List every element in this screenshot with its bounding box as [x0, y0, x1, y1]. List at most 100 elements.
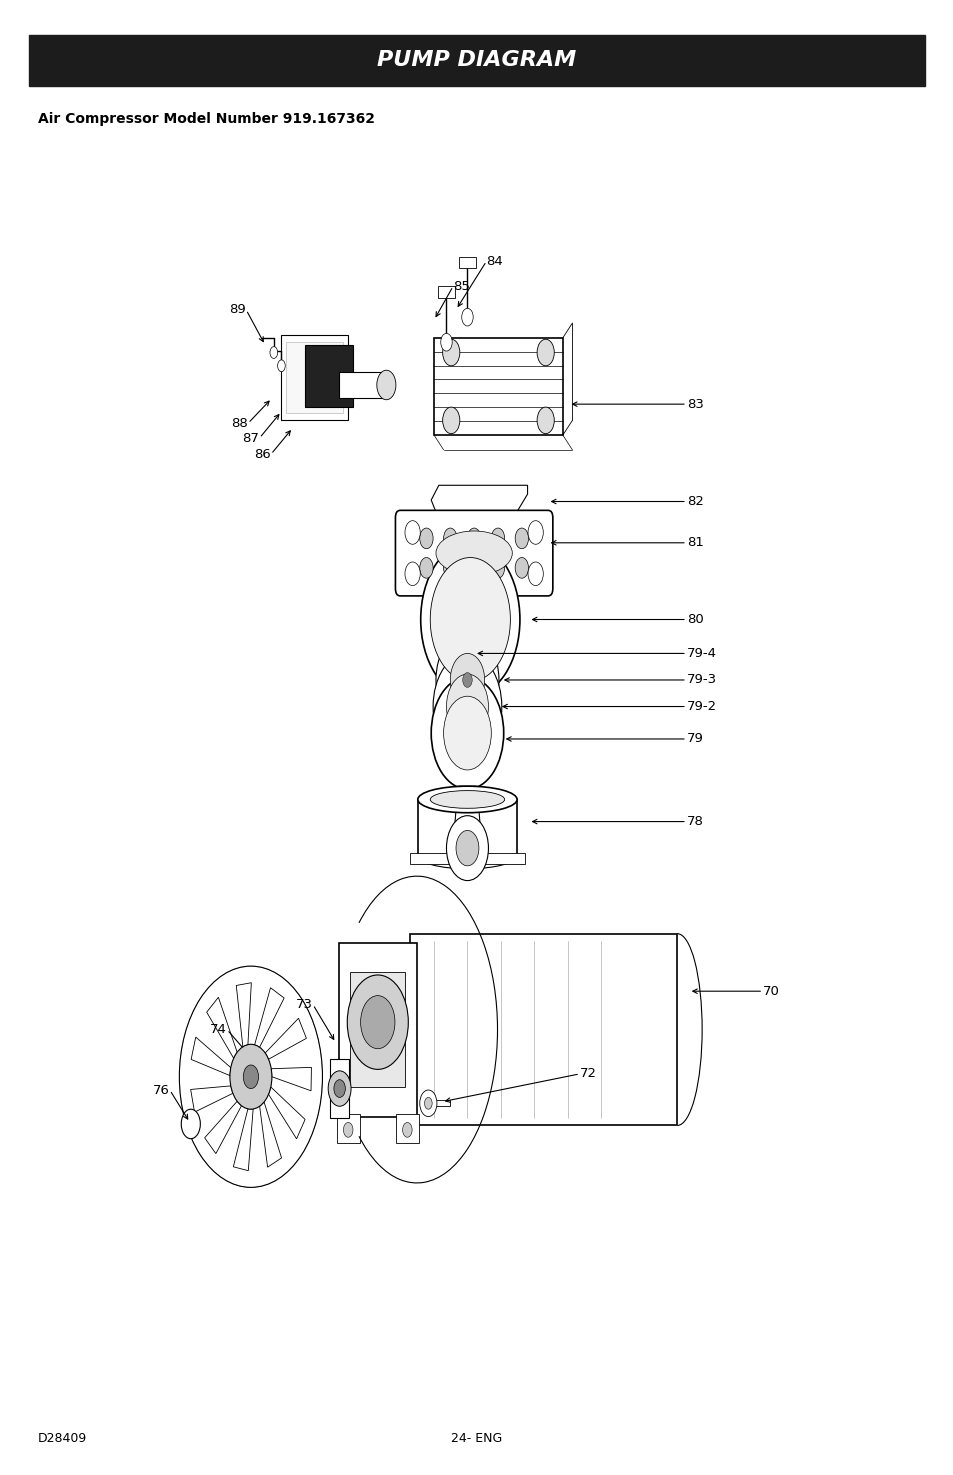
Circle shape [515, 528, 528, 549]
Text: 76: 76 [152, 1084, 170, 1096]
Bar [434, 338, 562, 435]
Bar [338, 943, 416, 1117]
Polygon shape [236, 982, 251, 1047]
FancyBboxPatch shape [395, 510, 553, 596]
Text: 80: 80 [686, 614, 703, 625]
Circle shape [243, 1065, 258, 1089]
Circle shape [270, 347, 277, 358]
Bar [437, 286, 455, 298]
Bar [286, 342, 343, 413]
Ellipse shape [436, 531, 512, 575]
Text: 86: 86 [253, 448, 271, 460]
Polygon shape [191, 1086, 233, 1112]
Circle shape [433, 653, 501, 760]
Circle shape [181, 1109, 200, 1139]
Circle shape [491, 558, 504, 578]
Text: 88: 88 [231, 417, 248, 429]
Polygon shape [233, 1109, 253, 1171]
Bar [431, 1100, 450, 1106]
Circle shape [528, 562, 542, 586]
Text: 24- ENG: 24- ENG [451, 1432, 502, 1446]
Circle shape [328, 1071, 351, 1106]
Text: 74: 74 [210, 1024, 227, 1035]
Text: 84: 84 [486, 255, 503, 267]
Polygon shape [265, 1018, 306, 1059]
Circle shape [343, 1122, 353, 1137]
Circle shape [446, 816, 488, 881]
Circle shape [443, 696, 491, 770]
Circle shape [179, 966, 322, 1187]
Polygon shape [269, 1087, 305, 1139]
Circle shape [446, 674, 488, 739]
Circle shape [440, 333, 452, 351]
Text: 83: 83 [686, 398, 703, 410]
Circle shape [419, 528, 433, 549]
Circle shape [537, 339, 554, 366]
Text: 82: 82 [686, 496, 703, 507]
Text: 79-3: 79-3 [686, 674, 717, 686]
Text: 89: 89 [229, 304, 246, 316]
Bar [281, 335, 348, 420]
Polygon shape [271, 1068, 311, 1092]
Polygon shape [450, 786, 484, 839]
Circle shape [456, 830, 478, 866]
Bar [305, 345, 353, 407]
Circle shape [376, 370, 395, 400]
Circle shape [430, 558, 510, 681]
Circle shape [515, 558, 528, 578]
Circle shape [334, 1080, 345, 1097]
Bar [336, 1114, 359, 1143]
Polygon shape [431, 485, 527, 519]
Text: 70: 70 [762, 985, 780, 997]
Circle shape [491, 528, 504, 549]
Bar [350, 972, 405, 1087]
Text: 81: 81 [686, 537, 703, 549]
Text: PUMP DIAGRAM: PUMP DIAGRAM [377, 50, 576, 71]
Text: 85: 85 [453, 280, 470, 292]
Text: 73: 73 [295, 999, 313, 1010]
Polygon shape [205, 1102, 241, 1153]
Text: 72: 72 [579, 1068, 597, 1080]
Bar [29, 35, 924, 86]
Circle shape [404, 521, 420, 544]
Ellipse shape [417, 786, 517, 813]
Text: Air Compressor Model Number 919.167362: Air Compressor Model Number 919.167362 [38, 112, 375, 125]
Bar [458, 257, 476, 268]
Circle shape [431, 677, 503, 789]
Polygon shape [259, 1102, 281, 1167]
Circle shape [419, 1090, 436, 1117]
Bar [338, 372, 386, 398]
Text: 78: 78 [686, 816, 703, 827]
Polygon shape [254, 988, 284, 1047]
Circle shape [419, 558, 433, 578]
Circle shape [467, 558, 480, 578]
Text: D28409: D28409 [38, 1432, 88, 1446]
Circle shape [404, 562, 420, 586]
Circle shape [424, 1097, 432, 1109]
Polygon shape [191, 1037, 231, 1075]
Circle shape [277, 360, 285, 372]
Circle shape [360, 996, 395, 1049]
Text: 79-2: 79-2 [686, 701, 717, 712]
Bar [410, 934, 677, 1125]
Ellipse shape [430, 791, 504, 808]
Circle shape [443, 528, 456, 549]
Circle shape [230, 1044, 272, 1109]
Text: 87: 87 [242, 432, 259, 444]
Circle shape [436, 631, 498, 729]
Circle shape [462, 673, 472, 687]
Circle shape [467, 528, 480, 549]
Circle shape [450, 653, 484, 707]
Circle shape [461, 308, 473, 326]
Circle shape [420, 543, 519, 696]
Bar [330, 1059, 349, 1118]
Polygon shape [207, 997, 237, 1058]
Bar [395, 1114, 418, 1143]
Circle shape [347, 975, 408, 1069]
Bar [439, 648, 481, 659]
Bar [410, 853, 524, 864]
Circle shape [443, 558, 456, 578]
Text: 79: 79 [686, 733, 703, 745]
Circle shape [442, 339, 459, 366]
Circle shape [402, 1122, 412, 1137]
